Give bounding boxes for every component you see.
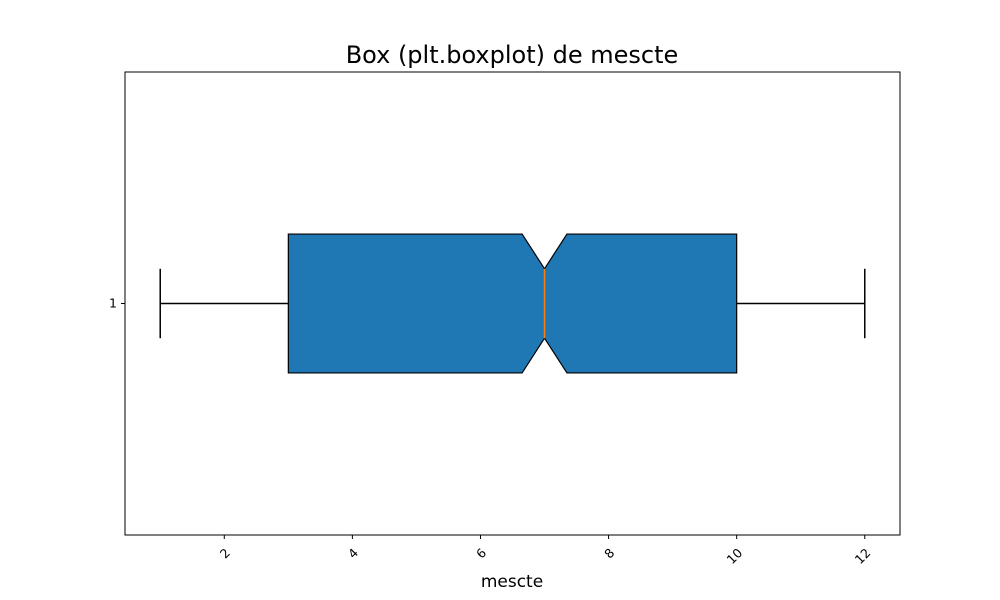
x-tick-label: 6 xyxy=(473,545,489,561)
x-tick-label: 4 xyxy=(345,545,361,561)
x-tick-label: 8 xyxy=(601,545,617,561)
notched-box xyxy=(287,233,738,374)
y-tick-label: 1 xyxy=(109,296,117,311)
x-axis-ticks: 2 4 6 8 10 12 xyxy=(217,535,874,567)
y-axis-ticks: 1 xyxy=(109,296,125,311)
x-tick-label: 2 xyxy=(217,545,233,561)
x-axis-label: mescte xyxy=(481,572,543,592)
x-tick-label: 10 xyxy=(724,545,746,567)
chart-title: Box (plt.boxplot) de mescte xyxy=(346,41,679,69)
x-tick-label: 12 xyxy=(852,545,874,567)
plot-area xyxy=(159,233,866,374)
